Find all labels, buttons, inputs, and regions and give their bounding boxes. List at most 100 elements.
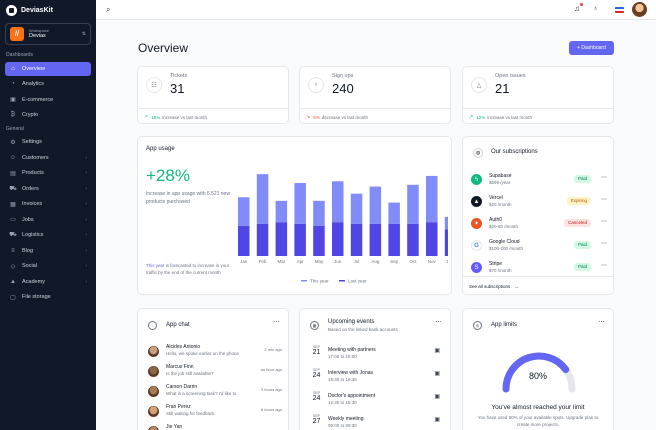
- calendar-icon[interactable]: ▣: [434, 417, 440, 423]
- event-row[interactable]: SEP 27 Weekly meeting 09:00 to 09:30 ▣: [312, 414, 440, 430]
- bar-this-year-apr[interactable]: [294, 183, 306, 224]
- status-badge: Expiring: [566, 197, 591, 205]
- chat-row[interactable]: Carson Darrin What is a screening task? I…: [148, 384, 282, 402]
- more-options-icon[interactable]: ⋯: [601, 219, 607, 225]
- bar-this-year-mar[interactable]: [275, 200, 288, 223]
- bar-last-year-nov[interactable]: [426, 222, 438, 256]
- sidebar-item-logistics[interactable]: ⛟ Logistics ›: [5, 228, 91, 242]
- chat-timestamp: 3 hours ago: [260, 387, 282, 392]
- sidebar-item-overview[interactable]: ⌂ Overview: [5, 61, 91, 76]
- x-tick-label: Jan: [240, 259, 248, 264]
- x-tick-label: Mar: [277, 259, 285, 264]
- top-bar: ⌕ ♫ ♁: [96, 0, 656, 20]
- bar-this-year-feb[interactable]: [256, 174, 269, 224]
- more-options-icon[interactable]: ⋯: [601, 197, 607, 203]
- workspace-switcher[interactable]: // Workspace Devias ⇅: [5, 23, 91, 45]
- bar-this-year-may[interactable]: [313, 200, 325, 226]
- bar-last-year-dec[interactable]: [444, 229, 448, 256]
- more-options-icon[interactable]: ⋯: [273, 319, 280, 326]
- sidebar-item-social[interactable]: ◇ Social ›: [5, 259, 91, 273]
- more-options-icon[interactable]: ⋯: [598, 319, 605, 326]
- briefcase-icon: ▭: [10, 217, 16, 223]
- event-row[interactable]: SEP 24 Doctor's appointment 12:30 to 15:30 ▣: [312, 391, 440, 413]
- bar-last-year-feb[interactable]: [256, 223, 269, 256]
- sidebar-item-label: Orders: [22, 185, 39, 192]
- folder-icon: ▢: [10, 294, 16, 301]
- status-badge: Paid: [573, 241, 591, 249]
- sidebar-item-settings[interactable]: ⚙ Settings: [5, 135, 91, 149]
- sidebar-item-crypto[interactable]: ₿ Crypto: [5, 108, 91, 122]
- brand-name: DeviasKit: [21, 6, 53, 14]
- event-month: SEP: [312, 414, 320, 418]
- trend-up-icon: ↗: [144, 114, 149, 120]
- calendar-icon[interactable]: ▣: [434, 371, 440, 377]
- subscription-row: ✦ Auth0 $20-80 /month Canceled ⋯: [471, 215, 607, 233]
- contacts-icon[interactable]: ♁: [593, 5, 599, 12]
- gear-icon: ⚙: [10, 139, 16, 146]
- event-title: Weekly meeting: [328, 416, 364, 422]
- chat-row[interactable]: Alcides Antonio Hello, we spoke earlier o…: [148, 344, 282, 362]
- stat-footer: ↗ 15% increase vs last month: [138, 108, 288, 125]
- bar-this-year-dec[interactable]: [444, 216, 448, 230]
- users-icon: ☺: [9, 154, 17, 161]
- bar-last-year-oct[interactable]: [407, 223, 419, 256]
- sidebar-item-orders[interactable]: ⛟ Orders ›: [5, 182, 91, 196]
- sidebar-item-jobs[interactable]: ▭ Jobs ›: [5, 213, 91, 227]
- more-options-icon[interactable]: ⋯: [435, 319, 442, 326]
- bar-last-year-jan[interactable]: [238, 225, 250, 256]
- sidebar-item-file-storage[interactable]: ▢ File storage: [5, 290, 91, 304]
- bar-last-year-sep[interactable]: [388, 223, 400, 256]
- event-row[interactable]: SEP 21 Meeting with partners 17:00 to 18:00…: [312, 345, 440, 367]
- bar-last-year-mar[interactable]: [275, 222, 288, 256]
- chat-row[interactable]: Fran Perez Still waiting for feedback 8 ho…: [148, 404, 282, 422]
- status-badge: Paid: [573, 263, 591, 271]
- status-badge: Canceled: [563, 219, 591, 227]
- chat-row[interactable]: Jie Yan: [148, 424, 282, 430]
- see-all-label: See all subscriptions: [469, 284, 511, 289]
- bar-this-year-aug[interactable]: [369, 186, 382, 224]
- bell-icon[interactable]: ♫: [574, 4, 580, 13]
- chat-row[interactable]: Marcus Finn Is the job still available? an…: [148, 364, 282, 382]
- bar-last-year-jun[interactable]: [332, 222, 344, 256]
- brand[interactable]: DeviasKit: [0, 0, 96, 20]
- bar-last-year-jul[interactable]: [350, 223, 363, 256]
- bar-last-year-may[interactable]: [313, 225, 325, 256]
- stat-percent: 5%: [313, 114, 320, 120]
- add-dashboard-button[interactable]: + Dashboard: [569, 41, 614, 55]
- sidebar-item-customers[interactable]: ☺ Customers ›: [5, 151, 91, 165]
- bar-last-year-aug[interactable]: [369, 223, 382, 256]
- sidebar-item-blog[interactable]: ≡ Blog ›: [5, 244, 91, 258]
- language-flag-icon[interactable]: [615, 7, 624, 13]
- more-options-icon[interactable]: ⋯: [601, 263, 607, 269]
- bar-this-year-oct[interactable]: [407, 184, 419, 224]
- sidebar-item-analytics[interactable]: ◔ Analytics: [5, 77, 91, 91]
- more-options-icon[interactable]: ⋯: [601, 241, 607, 247]
- bar-this-year-jul[interactable]: [350, 193, 363, 224]
- bar-this-year-jan[interactable]: [238, 197, 250, 226]
- bar-last-year-apr[interactable]: [294, 223, 306, 256]
- sidebar: DeviasKit // Workspace Devias ⇅ Dashboar…: [0, 0, 96, 430]
- sidebar-item-academy[interactable]: ▲ Academy ›: [5, 275, 91, 289]
- subscription-name: Vercel: [489, 195, 503, 201]
- sidebar-item-e-commerce[interactable]: ▣ E-commerce: [5, 93, 91, 107]
- search-icon[interactable]: ⌕: [106, 5, 111, 14]
- calendar-icon[interactable]: ▣: [434, 348, 440, 354]
- bar-this-year-jun[interactable]: [332, 181, 344, 223]
- event-row[interactable]: SEP 24 Interview with Jonas 15:30 to 16:45 ▣: [312, 368, 440, 390]
- chat-sender-name: Fran Perez: [166, 404, 191, 410]
- more-options-icon[interactable]: ⋯: [601, 175, 607, 181]
- chevron-right-icon: ›: [85, 185, 87, 192]
- event-month: SEP: [312, 368, 320, 372]
- stat-percent: 15%: [151, 114, 161, 120]
- calendar-icon[interactable]: ▣: [434, 394, 440, 400]
- sidebar-item-label: Products: [22, 170, 44, 176]
- legend-swatch: [301, 280, 307, 282]
- sidebar-item-products[interactable]: ▤ Products ›: [5, 166, 91, 180]
- gauge-fill: [502, 352, 570, 393]
- user-avatar[interactable]: [632, 2, 647, 17]
- sidebar-item-invoices[interactable]: ▦ Invoices ›: [5, 197, 91, 211]
- see-all-subscriptions-link[interactable]: See all subscriptions →: [463, 276, 613, 296]
- bar-this-year-sep[interactable]: [388, 202, 400, 224]
- stat-label: Sign ups: [332, 73, 354, 79]
- bar-this-year-nov[interactable]: [426, 175, 438, 223]
